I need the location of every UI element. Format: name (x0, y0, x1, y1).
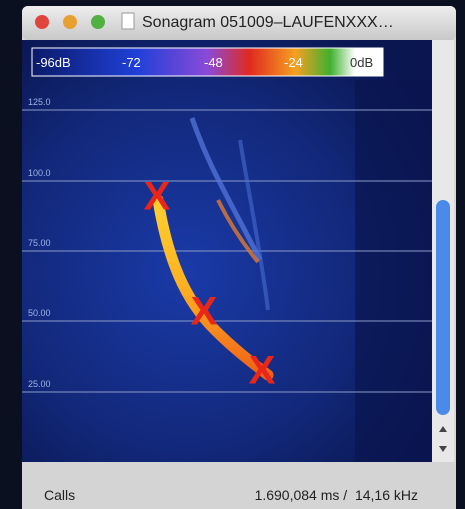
spectrogram-edge (355, 80, 432, 462)
marker: X (249, 349, 276, 393)
page: Sonagram 051009–LAUFENXXX… -96dB -72 -48… (0, 0, 465, 509)
frequency-label: 75.00 (28, 238, 51, 248)
scroll-thumb[interactable] (436, 200, 450, 415)
status-position: 1.690,084 ms / 14,16 kHz (255, 487, 418, 503)
window-title: Sonagram 051009–LAUFENXXX… (142, 14, 394, 31)
frequency-label: 100.0 (28, 168, 51, 178)
frequency-label: 25.00 (28, 379, 51, 389)
document-icon (122, 13, 134, 29)
frequency-label: 125.0 (28, 97, 51, 107)
minimize-button[interactable] (63, 15, 77, 29)
colorbar-label: 0dB (350, 55, 373, 70)
marker: X (144, 175, 171, 219)
colorbar-label: -48 (204, 55, 223, 70)
marker: X (191, 290, 218, 334)
status-mode: Calls (44, 487, 75, 503)
zoom-button[interactable] (91, 15, 105, 29)
screen: Sonagram 051009–LAUFENXXX… -96dB -72 -48… (0, 0, 465, 509)
colorbar-label: -96dB (36, 55, 71, 70)
frequency-label: 50.00 (28, 308, 51, 318)
colorbar-label: -24 (284, 55, 303, 70)
colorbar-label: -72 (122, 55, 141, 70)
close-button[interactable] (35, 15, 49, 29)
